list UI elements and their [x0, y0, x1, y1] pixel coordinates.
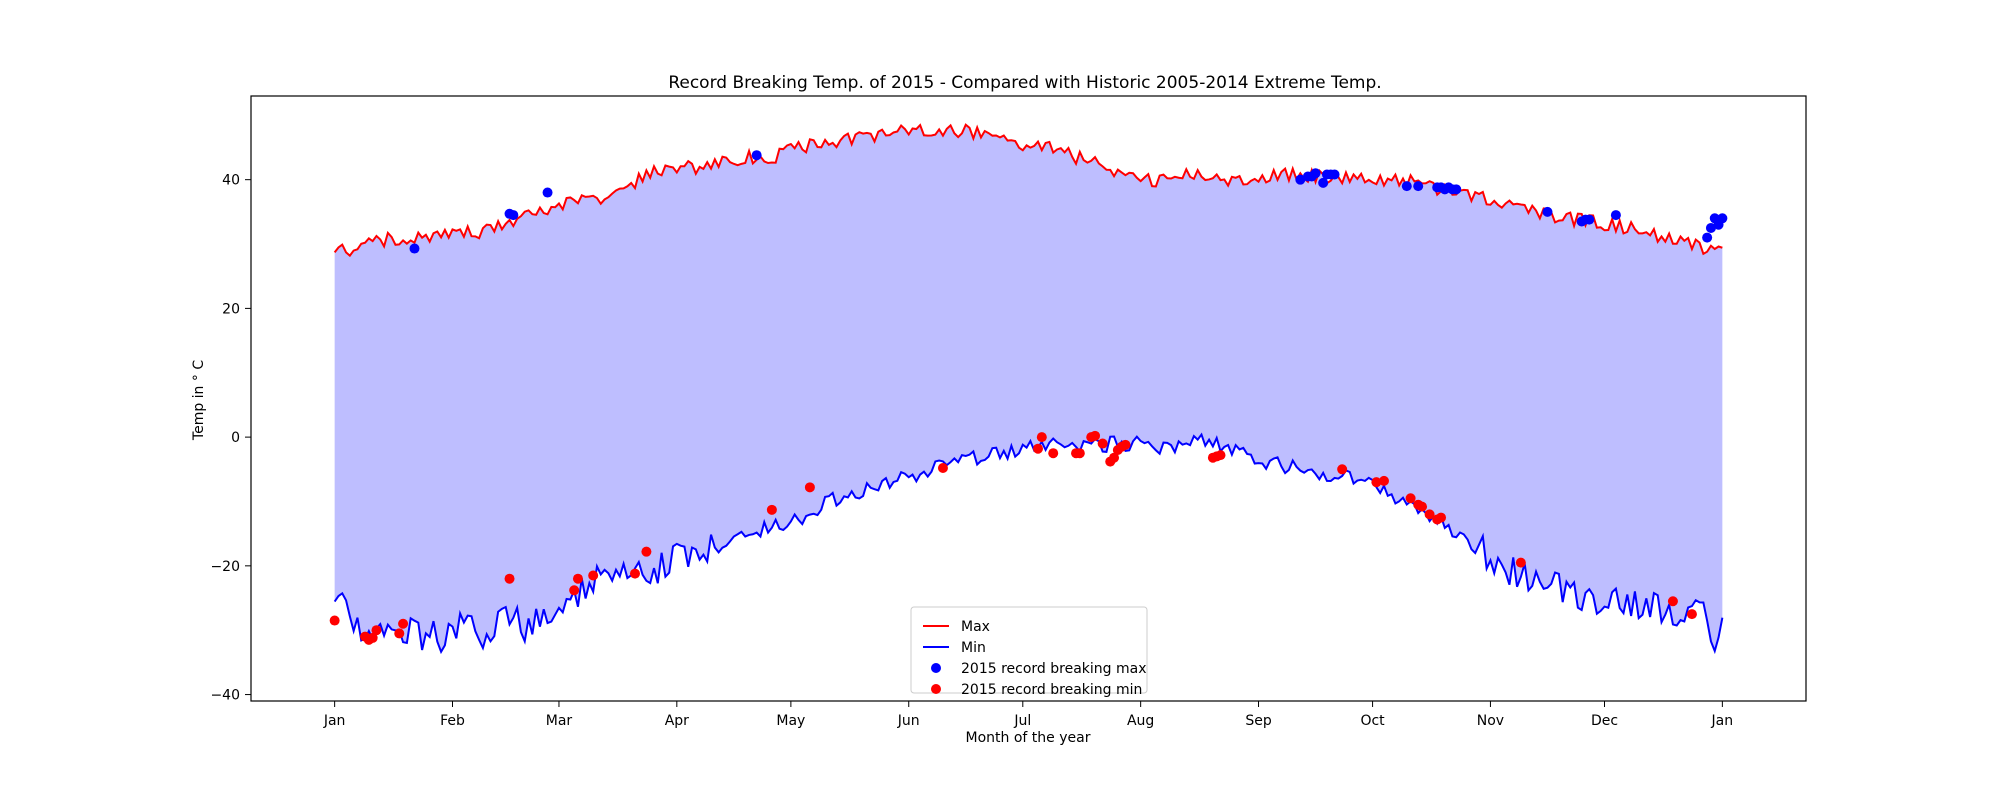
- record-min-point: [937, 463, 948, 474]
- legend-marker-swatch: [931, 684, 941, 694]
- y-axis-label: Temp in ° C: [191, 360, 207, 441]
- record-min-point: [1667, 596, 1678, 607]
- record-min-point: [1405, 493, 1416, 504]
- record-max-point: [1542, 206, 1553, 217]
- record-min-point: [766, 504, 777, 515]
- legend-entry-label: 2015 record breaking max: [961, 661, 1147, 677]
- x-tick-label: Apr: [665, 713, 689, 729]
- record-max-point: [409, 243, 420, 254]
- record-max-point: [1702, 232, 1713, 243]
- x-tick-label: Oct: [1360, 713, 1385, 729]
- series-line-min: [333, 432, 1724, 655]
- x-tick-label: Aug: [1127, 713, 1154, 729]
- record-min-point: [398, 618, 409, 629]
- record-min-point: [329, 615, 340, 626]
- record-max-point: [1705, 222, 1716, 233]
- record-min-point: [1417, 501, 1428, 512]
- y-tick-label: 40: [222, 173, 240, 189]
- series-lines-layer: [333, 123, 1724, 655]
- x-tick-label: Dec: [1591, 713, 1618, 729]
- y-tick-label: 0: [231, 430, 240, 446]
- x-tick-label: Jan: [1711, 713, 1734, 729]
- record-max-point: [542, 187, 553, 198]
- record-max-point: [1610, 210, 1621, 221]
- record-min-point: [1033, 443, 1044, 454]
- record-min-point: [641, 546, 652, 557]
- record-min-point: [572, 573, 583, 584]
- x-tick-label: Mar: [546, 713, 573, 729]
- record-max-point: [1413, 181, 1424, 192]
- x-axis: Jan Feb Mar Apr May Jun Jul Aug Sep Oct Nov Dec Jan: [323, 701, 1733, 729]
- x-tick-label: Jun: [897, 713, 920, 729]
- record-max-point: [1451, 184, 1462, 195]
- record-min-point: [1109, 452, 1120, 463]
- record-min-point: [394, 628, 405, 639]
- record-max-point: [1717, 213, 1728, 224]
- record-min-point: [569, 585, 580, 596]
- y-tick-label: −20: [210, 559, 240, 575]
- record-min-point: [1515, 557, 1526, 568]
- record-min-point: [504, 573, 515, 584]
- record-min-point: [1337, 464, 1348, 475]
- record-min-point: [1048, 448, 1059, 459]
- x-tick-label: Feb: [440, 713, 465, 729]
- plot-frame: [250, 95, 1807, 702]
- y-tick-label: 20: [222, 301, 240, 317]
- x-tick-label: Nov: [1477, 713, 1504, 729]
- x-axis-label: Month of the year: [966, 730, 1091, 746]
- x-tick-label: Sep: [1245, 713, 1272, 729]
- legend-marker-swatch: [931, 663, 941, 673]
- record-min-point: [1424, 509, 1435, 520]
- legend: Max Min 2015 record breaking max 2015 recor…: [910, 606, 1148, 698]
- record-min-point: [1686, 609, 1697, 620]
- record-max-point: [1310, 168, 1321, 179]
- fill-band-area: [334, 124, 1723, 652]
- legend-entry-label: Min: [961, 640, 986, 656]
- x-tick-label: Jul: [1013, 713, 1031, 729]
- legend-entry-label: Max: [961, 619, 990, 635]
- series-line-max: [333, 123, 1723, 258]
- record-min-point: [1215, 450, 1226, 461]
- record-min-point: [1436, 512, 1447, 523]
- record-max-point: [1295, 174, 1306, 185]
- scatter-layer: [329, 150, 1728, 645]
- record-min-point: [629, 568, 640, 579]
- x-tick-label: Jan: [323, 713, 346, 729]
- record-min-point: [367, 632, 378, 643]
- record-max-point: [508, 210, 519, 221]
- x-tick-label: May: [776, 713, 805, 729]
- record-max-point: [1584, 214, 1595, 225]
- record-max-point: [1318, 177, 1329, 188]
- y-axis: −40 −20 0 20 40: [210, 173, 251, 704]
- record-max-point: [1401, 181, 1412, 192]
- legend-entry-label: 2015 record breaking min: [961, 682, 1142, 698]
- record-max-point: [751, 150, 762, 161]
- fill-band-layer: [334, 124, 1723, 652]
- record-min-point: [1036, 432, 1047, 443]
- chart-title: Record Breaking Temp. of 2015 - Compared…: [668, 73, 1381, 93]
- record-min-point: [1090, 430, 1101, 441]
- record-min-point: [1378, 475, 1389, 486]
- y-tick-label: −40: [210, 688, 240, 704]
- record-min-point: [371, 625, 382, 636]
- record-min-point: [1074, 448, 1085, 459]
- legend-box: [910, 606, 1148, 694]
- record-min-point: [804, 482, 815, 493]
- record-min-point: [1097, 438, 1108, 449]
- record-min-point: [588, 570, 599, 581]
- record-min-point: [1120, 439, 1131, 450]
- record-max-point: [1329, 169, 1340, 180]
- record-min-point: [1371, 477, 1382, 488]
